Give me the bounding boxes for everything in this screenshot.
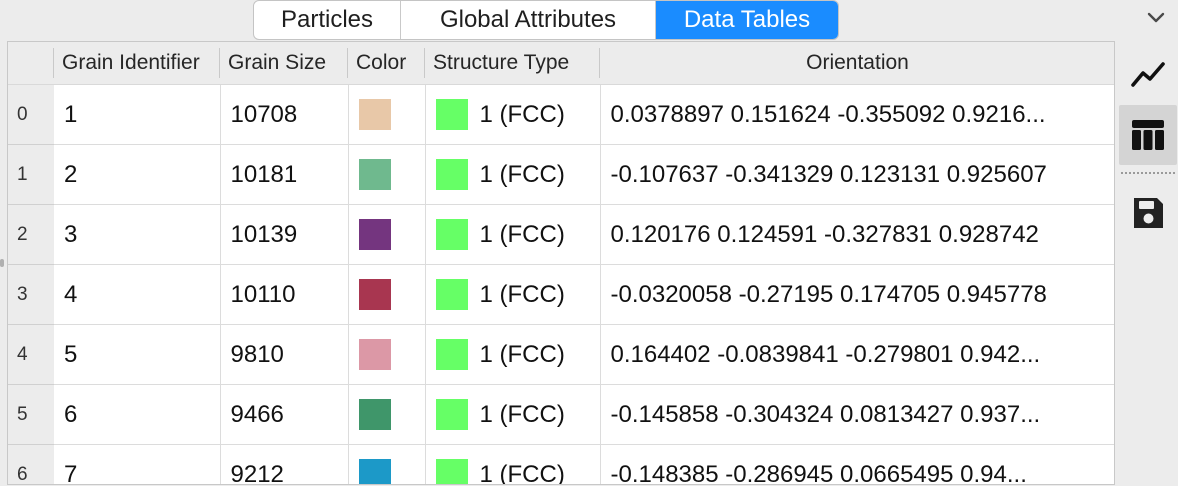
table-row[interactable]: 4 5 9810 1 (FCC) 0.164402 -0.0839841 -0.2798… [8,324,1114,385]
structure-type-label: 1 (FCC) [479,340,565,368]
grain-size-cell[interactable]: 10181 [220,144,349,205]
structure-type-cell[interactable]: 1 (FCC) [425,144,601,205]
color-swatch [358,159,391,190]
structure-type-cell[interactable]: 1 (FCC) [425,204,601,265]
save-icon [1134,198,1163,228]
grain-size-cell[interactable]: 10139 [220,204,349,265]
color-swatch [358,279,391,310]
orientation-cell[interactable]: 0.120176 0.124591 -0.327831 0.928742 [600,204,1114,265]
grain-identifier-cell[interactable]: 6 [54,384,221,445]
table-header-row: Grain Identifier Grain Size Color Struct… [8,42,1114,85]
structure-type-label: 1 (FCC) [479,280,565,308]
color-cell[interactable] [348,84,426,145]
grain-identifier-cell[interactable]: 5 [54,324,221,385]
table-row[interactable]: 3 4 10110 1 (FCC) -0.0320058 -0.27195 0.1747… [8,264,1114,325]
table-icon [1132,120,1164,150]
structure-type-label: 1 (FCC) [479,160,565,188]
orientation-cell[interactable]: 0.164402 -0.0839841 -0.279801 0.942... [600,324,1114,385]
grain-identifier-cell[interactable]: 3 [54,204,221,265]
orientation-cell[interactable]: -0.145858 -0.304324 0.0813427 0.937... [600,384,1114,445]
structure-type-label: 1 (FCC) [479,460,565,485]
structure-color-swatch [435,159,468,190]
tab-particles[interactable]: Particles [254,1,401,39]
structure-type-cell[interactable]: 1 (FCC) [425,84,601,145]
chart-view-button[interactable] [1119,43,1177,103]
structure-color-swatch [435,339,468,370]
color-cell[interactable] [348,444,426,484]
orientation-cell[interactable]: 0.0378897 0.151624 -0.355092 0.9216... [600,84,1114,145]
grain-identifier-cell[interactable]: 4 [54,264,221,325]
grain-identifier-cell[interactable]: 2 [54,144,221,205]
table-row[interactable]: 6 7 9212 1 (FCC) -0.148385 -0.286945 0.06654… [8,444,1114,485]
structure-type-label: 1 (FCC) [479,220,565,248]
column-header-grain-identifier[interactable]: Grain Identifier [54,42,220,85]
structure-type-label: 1 (FCC) [479,100,565,128]
structure-type-label: 1 (FCC) [479,400,565,428]
structure-type-cell[interactable]: 1 (FCC) [425,444,601,485]
structure-type-cell[interactable]: 1 (FCC) [425,264,601,325]
grain-size-cell[interactable]: 10708 [220,84,349,145]
table-view-button[interactable] [1119,105,1177,165]
column-header-orientation[interactable]: Orientation [600,42,1114,85]
table-row[interactable]: 5 6 9466 1 (FCC) -0.145858 -0.304324 0.08134… [8,384,1114,445]
row-index: 2 [8,204,54,265]
color-cell[interactable] [348,264,426,325]
structure-color-swatch [435,99,468,130]
column-header-structure-type[interactable]: Structure Type [425,42,600,85]
orientation-cell[interactable]: -0.148385 -0.286945 0.0665495 0.94... [600,444,1114,484]
row-index: 0 [8,84,54,145]
structure-color-swatch [435,459,468,484]
line-chart-icon [1131,62,1165,87]
structure-color-swatch [435,279,468,310]
color-cell[interactable] [348,204,426,265]
grain-identifier-cell[interactable]: 7 [54,444,221,484]
row-index: 1 [8,144,54,205]
grain-size-cell[interactable]: 9810 [220,324,349,385]
row-index-header [8,42,54,85]
splitter-handle[interactable] [0,259,4,267]
tab-global-attributes[interactable]: Global Attributes [401,1,656,39]
row-index: 3 [8,264,54,325]
row-index: 5 [8,384,54,445]
table-row[interactable]: 0 1 10708 1 (FCC) 0.0378897 0.151624 -0.3550… [8,84,1114,145]
tab-data-tables[interactable]: Data Tables [656,1,838,39]
table-row[interactable]: 2 3 10139 1 (FCC) 0.120176 0.124591 -0.32783… [8,204,1114,265]
structure-type-cell[interactable]: 1 (FCC) [425,324,601,385]
tab-bar: Particles Global Attributes Data Tables [253,0,839,40]
color-swatch [358,399,391,430]
table-row[interactable]: 1 2 10181 1 (FCC) -0.107637 -0.341329 0.1231… [8,144,1114,205]
grain-size-cell[interactable]: 10110 [220,264,349,325]
structure-type-cell[interactable]: 1 (FCC) [425,384,601,445]
orientation-cell[interactable]: -0.107637 -0.341329 0.123131 0.925607 [600,144,1114,205]
color-swatch [358,459,391,484]
column-header-color[interactable]: Color [348,42,425,85]
color-swatch [358,99,391,130]
row-index: 6 [8,444,54,484]
color-swatch [358,339,391,370]
toolbar-separator [1121,172,1175,174]
column-header-grain-size[interactable]: Grain Size [220,42,348,85]
structure-color-swatch [435,219,468,250]
color-swatch [358,219,391,250]
color-cell[interactable] [348,324,426,385]
structure-color-swatch [435,399,468,430]
save-button[interactable] [1119,183,1177,243]
color-cell[interactable] [348,144,426,205]
grain-size-cell[interactable]: 9212 [220,444,349,484]
tool-column [1117,41,1178,486]
grain-identifier-cell[interactable]: 1 [54,84,221,145]
row-index: 4 [8,324,54,385]
orientation-cell[interactable]: -0.0320058 -0.27195 0.174705 0.945778 [600,264,1114,325]
chevron-down-icon[interactable] [1144,6,1168,30]
grain-size-cell[interactable]: 9466 [220,384,349,445]
color-cell[interactable] [348,384,426,445]
data-table: Grain Identifier Grain Size Color Struct… [7,41,1115,485]
